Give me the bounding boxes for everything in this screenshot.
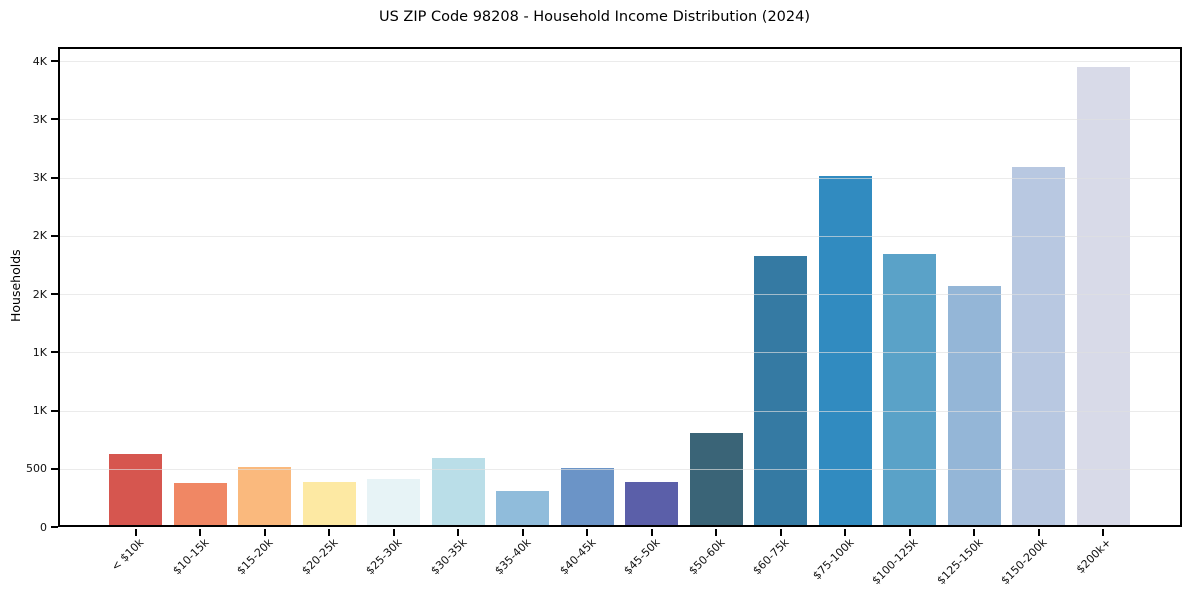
- x-tick-label: $50-60k: [685, 536, 728, 578]
- y-tick-label: 500: [26, 462, 47, 476]
- x-tick-label: $100-125k: [869, 536, 921, 588]
- y-tick-mark: [51, 293, 58, 295]
- bar-35-40k: [496, 490, 549, 527]
- gridline-500: [58, 468, 1182, 470]
- x-tick-mark: [1037, 529, 1040, 536]
- x-tick-mark: [521, 529, 524, 536]
- chart-title: US ZIP Code 98208 - Household Income Dis…: [378, 9, 811, 25]
- x-tick-label: $75-100k: [809, 536, 857, 583]
- y-tick-mark: [51, 526, 58, 528]
- x-tick-mark: [263, 529, 266, 536]
- bar-200k+: [1076, 66, 1130, 527]
- bar-15-20k: [238, 467, 291, 527]
- x-tick-mark: [715, 529, 717, 536]
- bar-75-100k: [818, 176, 872, 527]
- y-axis-label: Households: [8, 249, 23, 322]
- bar-125-150k: [947, 285, 1001, 527]
- x-tick-mark: [1102, 529, 1104, 536]
- y-tick-label: 0: [40, 520, 47, 534]
- x-tick-mark: [650, 529, 653, 536]
- bar-45-50k: [625, 481, 678, 527]
- gridline-3000: [58, 177, 1182, 179]
- y-tick-mark: [51, 176, 58, 179]
- x-tick-label: $30-35k: [427, 536, 470, 578]
- x-tick-label: $200k+: [1074, 536, 1115, 577]
- y-tick-label: 3K: [32, 112, 47, 126]
- x-tick-label: $15-20k: [234, 536, 276, 578]
- bar-50-60k: [689, 432, 743, 527]
- gridline-1500: [58, 352, 1182, 354]
- x-tick-mark: [908, 529, 911, 536]
- bar-30-35k: [431, 458, 485, 527]
- x-tick-label: $40-45k: [556, 536, 599, 578]
- x-tick-mark: [973, 529, 975, 536]
- gridline-3500: [58, 119, 1182, 121]
- bar-40-45k: [560, 468, 614, 527]
- y-tick-mark: [51, 409, 58, 412]
- gridline-4000: [58, 61, 1182, 62]
- y-tick-label: 2K: [32, 229, 47, 243]
- x-tick-mark: [328, 529, 330, 536]
- x-tick-label: $10-15k: [169, 536, 212, 578]
- x-tick-label: < $10k: [109, 536, 147, 574]
- bar-25-30k: [367, 479, 420, 527]
- x-tick-label: $25-30k: [363, 536, 405, 578]
- x-tick-label: $20-25k: [298, 536, 341, 578]
- y-tick-mark: [51, 467, 58, 470]
- gridline-1000: [58, 410, 1182, 412]
- plot-area: [58, 47, 1182, 527]
- gridline-2000: [58, 294, 1182, 295]
- y-tick-label: 2K: [32, 287, 47, 301]
- y-tick-mark: [51, 60, 58, 62]
- x-tick-label: $60-75k: [750, 536, 792, 578]
- x-tick-mark: [779, 529, 782, 536]
- x-tick-mark: [586, 529, 588, 536]
- bar-60-75k: [754, 255, 807, 527]
- y-tick-mark: [51, 351, 58, 354]
- y-tick-label: 1K: [32, 345, 47, 359]
- bar-100-125k: [883, 253, 936, 527]
- y-tick-label: 4K: [32, 54, 47, 68]
- bar-10k: [109, 453, 162, 527]
- bar-150-200k: [1012, 167, 1065, 527]
- x-tick-mark: [457, 529, 459, 536]
- gridline-2500: [58, 235, 1182, 237]
- bar-20-25k: [302, 482, 356, 527]
- x-tick-label: $150-200k: [998, 536, 1050, 588]
- x-tick-label: $45-50k: [621, 536, 663, 578]
- bar-10-15k: [173, 483, 227, 527]
- y-tick-label: 3K: [32, 171, 47, 184]
- y-tick-mark: [51, 118, 58, 121]
- x-tick-mark: [199, 529, 201, 536]
- y-tick-label: 1K: [32, 404, 47, 417]
- x-tick-mark: [844, 529, 846, 536]
- x-tick-mark: [392, 529, 395, 536]
- y-tick-mark: [51, 234, 58, 237]
- x-tick-label: $125-150k: [934, 536, 986, 588]
- x-tick-mark: [134, 529, 137, 536]
- x-tick-label: $35-40k: [492, 536, 534, 578]
